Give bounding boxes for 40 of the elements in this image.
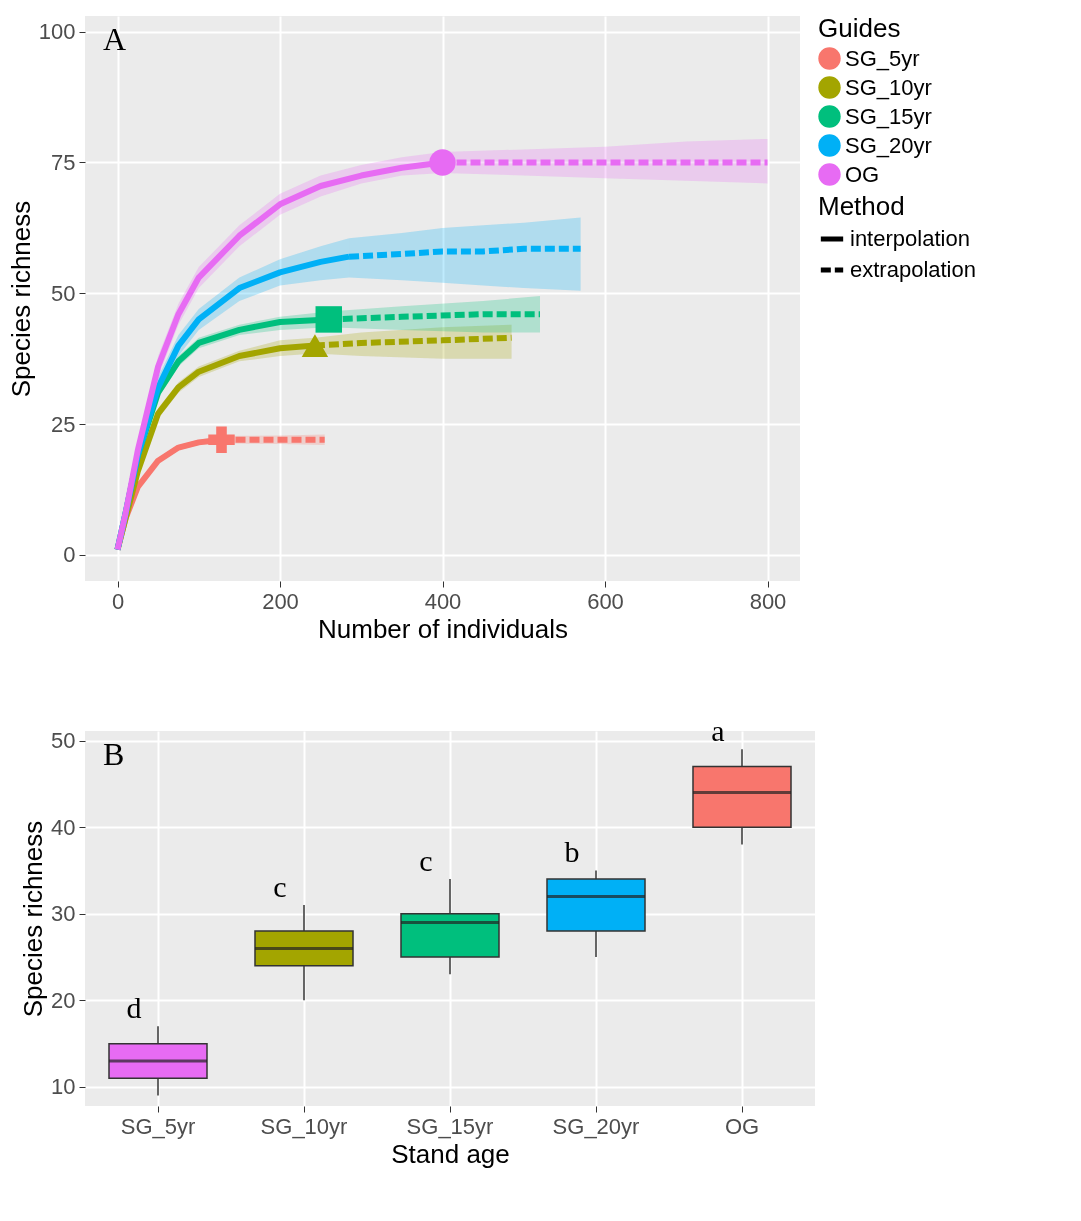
x-tick-label: SG_10yr: [260, 1113, 348, 1139]
legend-title: Guides: [818, 13, 901, 43]
legend-label: SG_15yr: [845, 103, 932, 129]
annotation: c: [273, 870, 287, 904]
text: interpolation: [850, 226, 970, 251]
annotation: c: [419, 844, 433, 878]
annotation: b: [564, 835, 580, 869]
y-tick-label: 20: [51, 987, 76, 1013]
text: Method: [818, 191, 905, 221]
x-tick-label: SG_5yr: [120, 1113, 196, 1139]
chart-title: B: [103, 736, 125, 772]
x-tick-label: 600: [587, 588, 624, 614]
chart-title: A: [103, 21, 127, 57]
legend-label: SG_10yr: [845, 74, 932, 100]
x-axis-title: Stand age: [391, 1138, 510, 1169]
y-tick-label: 75: [51, 149, 76, 175]
legend-label: SG_20yr: [845, 132, 932, 158]
x-axis-title: Number of individuals: [317, 613, 569, 644]
annotation: a: [711, 714, 725, 748]
y-tick-label: 50: [51, 728, 76, 754]
legend-label: SG_5yr: [845, 45, 920, 71]
x-tick-label: 400: [424, 588, 462, 614]
y-tick-label: 40: [51, 814, 76, 840]
x-tick-label: SG_15yr: [406, 1113, 494, 1139]
y-tick-label: 100: [38, 19, 76, 45]
annotation: d: [126, 991, 142, 1025]
x-tick-label: 0: [111, 588, 125, 614]
y-axis-title: Species richness: [5, 200, 36, 398]
legend-label: OG: [845, 161, 880, 187]
text: extrapolation: [850, 257, 976, 282]
y-axis-title: Species richness: [18, 820, 49, 1018]
x-tick-label: 200: [262, 588, 299, 614]
y-tick-label: 10: [51, 1074, 76, 1100]
y-tick-label: 30: [51, 901, 76, 927]
x-tick-label: OG: [724, 1113, 760, 1139]
y-tick-label: 50: [51, 280, 76, 306]
x-tick-label: SG_20yr: [552, 1113, 640, 1139]
x-tick-label: 800: [749, 588, 787, 614]
y-tick-label: 0: [63, 542, 76, 568]
y-tick-label: 25: [51, 411, 76, 437]
